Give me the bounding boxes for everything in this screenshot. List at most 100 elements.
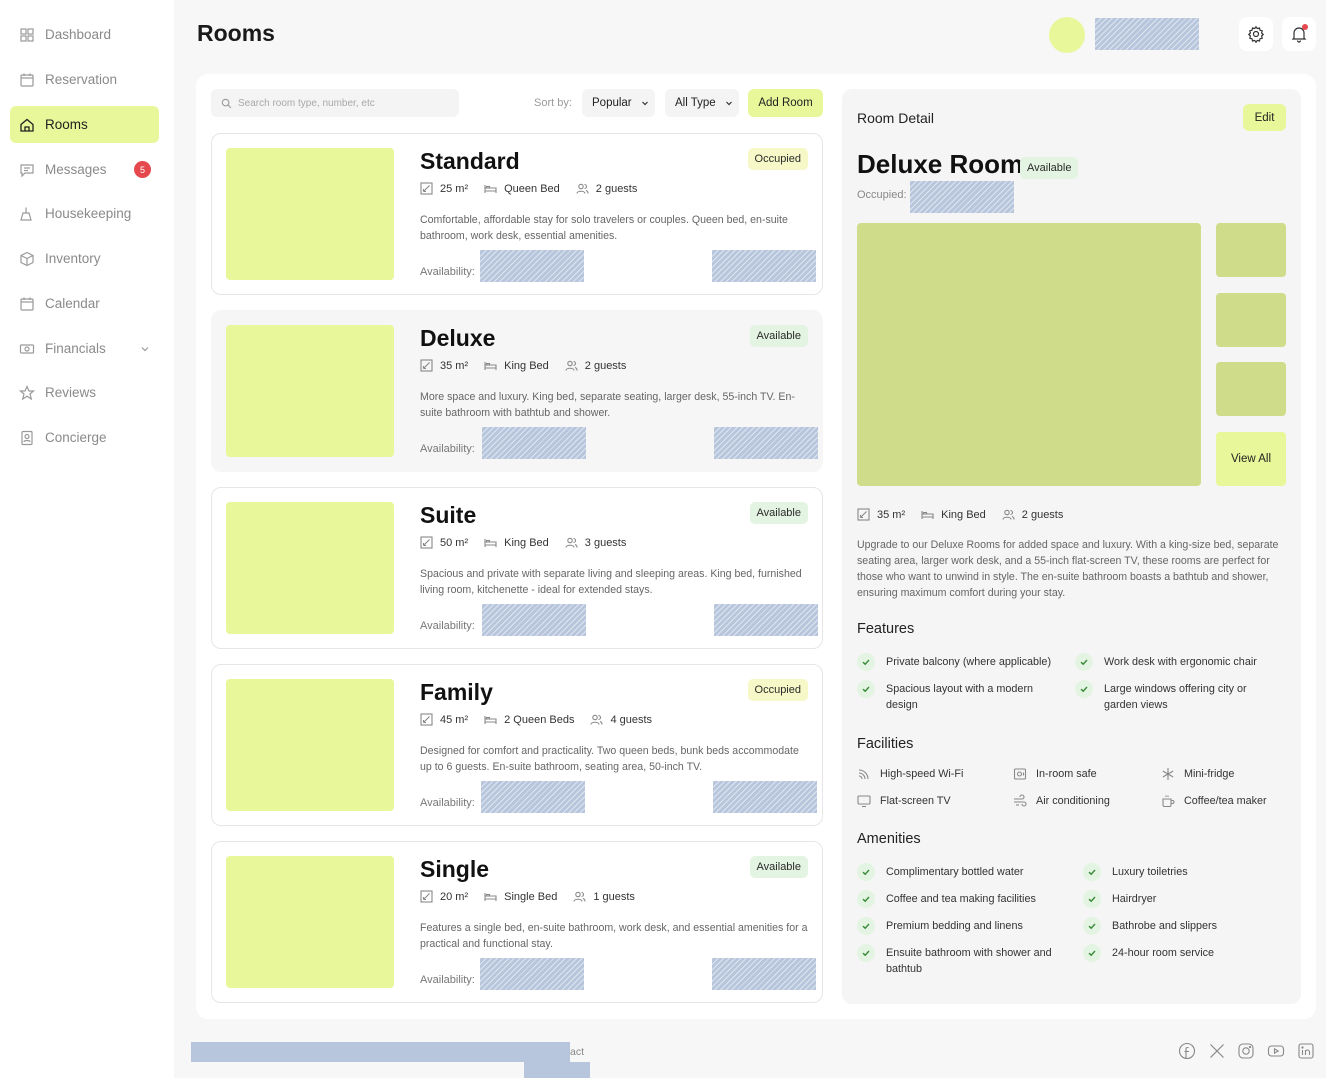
room-name: Deluxe — [420, 325, 496, 351]
sidebar-item-label: Reviews — [45, 385, 97, 400]
sidebar-item-rooms[interactable]: Rooms — [10, 106, 159, 143]
room-meta: 45 m² 2 Queen Beds 4 guests — [420, 713, 668, 726]
footer-redacted — [524, 1062, 590, 1078]
facility-item: High-speed Wi-Fi — [857, 767, 963, 781]
sidebar-item-label: Reservation — [45, 72, 118, 87]
tv-icon — [857, 795, 871, 808]
room-thumbnail — [226, 325, 394, 457]
instagram-icon[interactable] — [1237, 1042, 1255, 1060]
amenity-item: Coffee and tea making facilities — [857, 890, 1072, 908]
type-dropdown[interactable]: All Type — [665, 89, 739, 117]
cup-icon — [1162, 795, 1175, 808]
settings-button[interactable] — [1239, 17, 1273, 51]
amenity-item: Complimentary bottled water — [857, 863, 1072, 881]
facility-item: Coffee/tea maker — [1161, 794, 1267, 808]
room-guests: 3 guests — [584, 536, 627, 549]
main-photo[interactable] — [857, 223, 1201, 486]
room-card-suite[interactable]: Suite Available 50 m² King Bed 3 guests … — [211, 487, 823, 649]
availability-redacted — [481, 781, 585, 813]
status-badge: Available — [749, 325, 808, 347]
availability-redacted — [713, 781, 817, 813]
room-thumbnail — [226, 148, 394, 280]
feature-item: Large windows offering city or garden vi… — [1075, 680, 1275, 713]
availability-label: Availability: — [420, 266, 475, 278]
room-guests: 1 guests — [593, 890, 635, 903]
x-icon[interactable] — [1208, 1042, 1226, 1060]
chevron-down-icon — [641, 101, 648, 106]
detail-title: Deluxe Room — [857, 149, 1024, 179]
sidebar-item-reviews[interactable]: Reviews — [10, 374, 159, 411]
sidebar-item-housekeeping[interactable]: Housekeeping — [10, 195, 159, 232]
sidebar-item-calendar[interactable]: Calendar — [10, 285, 159, 322]
room-bed: Single Bed — [504, 890, 558, 903]
room-meta: 35 m² King Bed 2 guests — [420, 359, 642, 372]
add-room-button[interactable]: Add Room — [748, 89, 823, 117]
messages-count-badge: 5 — [134, 161, 151, 178]
features-title: Features — [857, 621, 915, 637]
linkedin-icon[interactable] — [1297, 1042, 1315, 1060]
calendar-icon — [19, 72, 35, 88]
availability-label: Availability: — [420, 443, 475, 455]
youtube-icon[interactable] — [1267, 1042, 1285, 1060]
facility-item: Flat-screen TV — [857, 794, 951, 808]
availability-label: Availability: — [420, 620, 475, 632]
bed-icon — [484, 716, 497, 724]
detail-meta: 35 m² King Bed 2 guests — [857, 508, 1079, 521]
amenity-item: Premium bedding and linens — [857, 917, 1072, 935]
safe-icon — [1013, 768, 1027, 780]
check-icon — [862, 923, 870, 930]
detail-description: Upgrade to our Deluxe Rooms for added sp… — [857, 539, 1279, 599]
room-card-family[interactable]: Family Occupied 45 m² 2 Queen Beds 4 gue… — [211, 664, 823, 826]
amenity-item: Ensuite bathroom with shower and bathtub — [857, 944, 1067, 977]
footer-text[interactable]: act — [570, 1046, 585, 1058]
room-thumbnail — [226, 679, 394, 811]
room-meta: 20 m² Single Bed 1 guests — [420, 890, 651, 903]
check-icon — [862, 950, 870, 957]
room-description: Spacious and private with separate livin… — [420, 568, 802, 596]
sidebar-item-reservation[interactable]: Reservation — [10, 61, 159, 98]
avatar[interactable] — [1049, 17, 1085, 53]
gallery-thumbnail[interactable] — [1216, 362, 1286, 416]
view-all-button[interactable]: View All — [1216, 432, 1286, 486]
gallery-thumbnail[interactable] — [1216, 293, 1286, 347]
edit-button[interactable]: Edit — [1243, 104, 1286, 131]
bell-icon — [1291, 27, 1307, 43]
room-card-standard[interactable]: Standard Occupied 25 m² Queen Bed 2 gues… — [211, 133, 823, 295]
sidebar-item-messages[interactable]: Messages 5 — [10, 151, 159, 188]
sidebar-item-dashboard[interactable]: Dashboard — [10, 16, 159, 53]
guests-icon — [565, 360, 578, 371]
room-card-deluxe[interactable]: Deluxe Available 35 m² King Bed 2 guests… — [211, 310, 823, 472]
search-input[interactable] — [238, 97, 448, 109]
sidebar-item-inventory[interactable]: Inventory — [10, 240, 159, 277]
sidebar-item-concierge[interactable]: Concierge — [10, 419, 159, 456]
room-description: More space and luxury. King bed, separat… — [420, 391, 795, 419]
room-card-single[interactable]: Single Available 20 m² Single Bed 1 gues… — [211, 841, 823, 1003]
notifications-button[interactable] — [1282, 17, 1316, 51]
sidebar: Dashboard Reservation Rooms Messages 5 H… — [0, 0, 174, 1078]
amenity-item: Luxury toiletries — [1083, 863, 1283, 881]
feature-item: Spacious layout with a modern design — [857, 680, 1062, 713]
sidebar-item-label: Concierge — [45, 430, 107, 445]
guests-icon — [1002, 509, 1015, 520]
sort-dropdown[interactable]: Popular — [582, 89, 655, 117]
room-name: Family — [420, 679, 493, 705]
facebook-icon[interactable] — [1178, 1042, 1196, 1060]
gallery-thumbnail[interactable] — [1216, 223, 1286, 277]
facility-item: In-room safe — [1013, 767, 1097, 781]
availability-redacted — [482, 427, 586, 459]
room-guests: 2 guests — [595, 182, 638, 195]
detail-header: Room Detail — [857, 110, 935, 126]
wifi-icon — [858, 769, 869, 780]
sidebar-item-financials[interactable]: Financials — [10, 330, 159, 367]
footer-redacted — [191, 1042, 570, 1062]
snowflake-icon — [1162, 768, 1174, 780]
search-box[interactable] — [211, 89, 459, 117]
room-description: Designed for comfort and practicality. T… — [420, 745, 799, 773]
home-icon — [19, 117, 35, 133]
availability-redacted — [712, 958, 816, 990]
user-name-redacted — [1095, 18, 1199, 50]
availability-label: Availability: — [420, 974, 475, 986]
chevron-down-icon — [141, 346, 149, 351]
check-icon — [1080, 659, 1088, 666]
room-description: Features a single bed, en-suite bathroom… — [420, 922, 808, 950]
